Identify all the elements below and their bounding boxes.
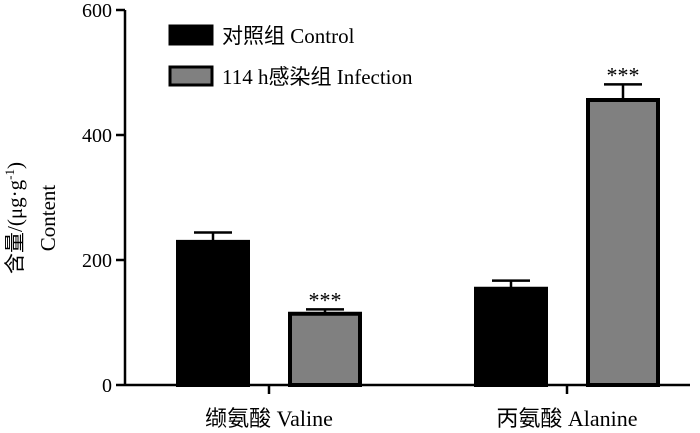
y-tick-label: 400 bbox=[82, 125, 112, 147]
y-tick-label: 200 bbox=[82, 250, 112, 272]
bar bbox=[474, 286, 548, 387]
y-tick-label: 600 bbox=[82, 0, 112, 22]
legend: 对照组 Control 114 h感染组 Infection bbox=[168, 24, 413, 89]
legend-label: 对照组 Control bbox=[222, 24, 355, 48]
x-tick-label: 缬氨酸 Valine bbox=[205, 406, 333, 431]
bar bbox=[586, 98, 660, 387]
y-axis-label-superscript: -1 bbox=[2, 169, 17, 180]
bars: *** *** bbox=[176, 62, 660, 387]
legend-label: 114 h感染组 Infection bbox=[222, 65, 413, 89]
x-tick-label: 丙氨酸 Alanine bbox=[496, 406, 637, 431]
y-tick-label: 0 bbox=[102, 375, 112, 397]
x-axis-labels: 缬氨酸 Valine 丙氨酸 Alanine bbox=[205, 385, 638, 431]
y-axis-label: 含量/(μg·g-1) bbox=[2, 162, 27, 274]
bar bbox=[288, 311, 362, 387]
significance-label: *** bbox=[607, 62, 640, 87]
y-axis-label-en: Content bbox=[36, 185, 60, 252]
legend-swatch bbox=[168, 24, 214, 46]
legend-swatch bbox=[168, 65, 214, 87]
y-axis-ticks: 0 200 400 600 bbox=[82, 0, 125, 397]
significance-label: *** bbox=[309, 287, 342, 312]
bar bbox=[176, 239, 250, 387]
